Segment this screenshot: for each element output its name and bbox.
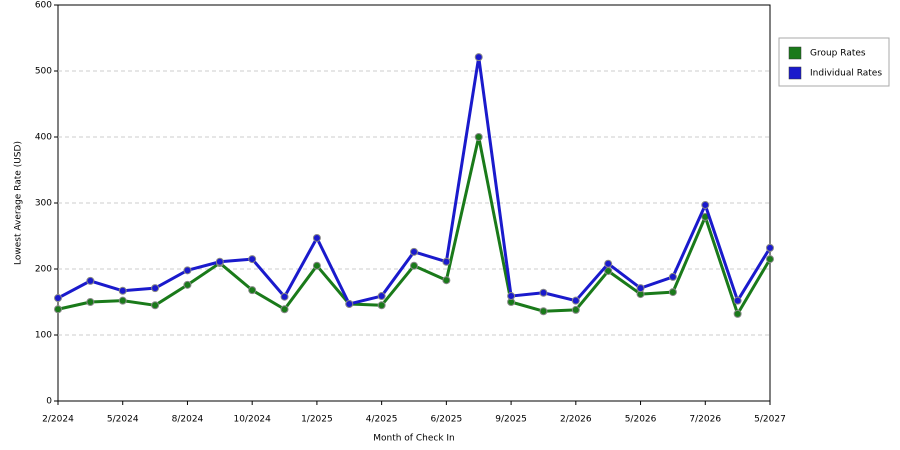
- point: [54, 305, 62, 314]
- x-tick-label: 10/2024: [233, 415, 271, 425]
- point: [701, 200, 710, 209]
- x-tick-label: 8/2024: [172, 415, 204, 425]
- x-tick-label: 5/2027: [754, 415, 786, 425]
- point: [183, 280, 192, 289]
- y-tick-label: 300: [35, 199, 52, 209]
- point: [410, 261, 418, 270]
- point: [377, 301, 386, 310]
- point: [636, 284, 645, 293]
- point: [86, 276, 95, 285]
- x-tick-label: 7/2026: [689, 415, 721, 425]
- legend-swatch: [788, 46, 802, 60]
- y-tick-label: 600: [35, 1, 52, 11]
- point: [312, 261, 321, 270]
- point: [539, 307, 548, 316]
- point: [280, 292, 289, 301]
- point: [151, 301, 160, 310]
- y-tick-label: 400: [35, 133, 52, 143]
- point: [668, 288, 677, 297]
- y-tick-label: 200: [35, 265, 52, 275]
- point: [312, 233, 321, 242]
- legend-swatch: [788, 66, 802, 80]
- point: [571, 296, 580, 305]
- point: [183, 266, 192, 275]
- point: [507, 292, 516, 301]
- point: [86, 298, 95, 306]
- point: [668, 272, 677, 281]
- point: [215, 257, 224, 266]
- point: [248, 286, 257, 295]
- point: [604, 259, 613, 268]
- point: [766, 255, 774, 264]
- point: [118, 286, 127, 295]
- point: [118, 296, 127, 305]
- point: [280, 305, 289, 314]
- point: [248, 255, 257, 264]
- x-tick-label: 1/2025: [301, 415, 333, 425]
- point: [410, 247, 418, 256]
- point: [151, 284, 160, 293]
- point: [733, 296, 742, 305]
- y-axis-label: Lowest Average Rate (USD): [14, 141, 24, 265]
- point: [377, 292, 386, 301]
- point: [766, 243, 774, 252]
- x-tick-label: 5/2024: [107, 415, 139, 425]
- x-tick-label: 2/2026: [560, 415, 592, 425]
- point: [54, 294, 62, 303]
- x-tick-label: 2/2024: [42, 415, 74, 425]
- x-tick-label: 4/2025: [366, 415, 398, 425]
- x-axis-label: Month of Check In: [373, 434, 455, 444]
- point: [539, 288, 548, 297]
- point: [571, 305, 580, 314]
- y-tick-label: 100: [35, 331, 52, 341]
- x-tick-label: 9/2025: [495, 415, 527, 425]
- point: [345, 299, 354, 308]
- point: [474, 133, 483, 141]
- y-tick-label: 0: [46, 397, 52, 407]
- y-tick-label: 500: [35, 67, 52, 77]
- point: [442, 276, 451, 285]
- point: [733, 309, 742, 318]
- x-tick-label: 5/2026: [625, 415, 657, 425]
- point: [474, 53, 483, 62]
- plot-area: [57, 4, 771, 402]
- legend-label: Individual Rates: [810, 69, 882, 79]
- x-tick-label: 6/2025: [431, 415, 463, 425]
- legend-label: Group Rates: [810, 49, 866, 59]
- point: [442, 257, 451, 266]
